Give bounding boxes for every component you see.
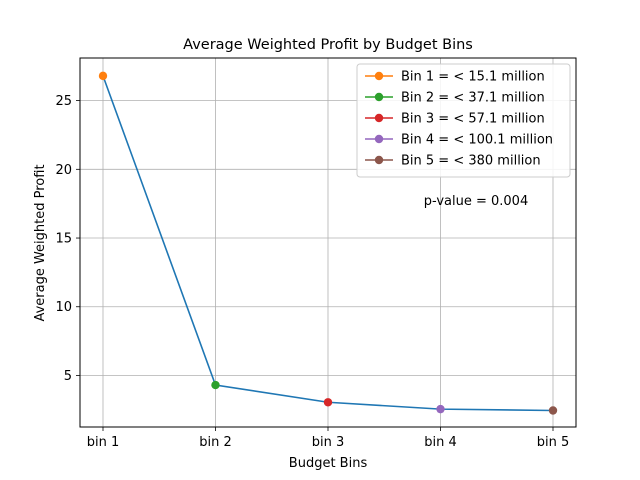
legend-entry: Bin 3 = < 57.1 million (365, 112, 545, 127)
chart-title: Average Weighted Profit by Budget Bins (183, 37, 473, 53)
legend-label: Bin 1 = < 15.1 million (401, 70, 545, 85)
x-tick-label: bin 4 (424, 435, 457, 450)
legend-label: Bin 3 = < 57.1 million (401, 112, 545, 127)
legend-box (356, 63, 571, 178)
x-tick-label: bin 1 (87, 435, 120, 450)
x-axis-ticks: bin 1 bin 2 bin 3 bin 4 bin 5 (87, 427, 570, 450)
x-tick-label: bin 3 (312, 435, 345, 450)
legend-entry: Bin 2 = < 37.1 million (365, 91, 545, 106)
p-value-annotation: p-value = 0.004 (424, 194, 528, 209)
legend-label: Bin 4 = < 100.1 million (401, 133, 553, 148)
data-point (323, 398, 333, 407)
y-tick-label: 20 (55, 163, 72, 178)
x-axis-label: Budget Bins (289, 456, 368, 471)
y-tick-label: 10 (55, 300, 72, 315)
data-point (211, 380, 220, 390)
data-point (436, 404, 445, 414)
legend-label: Bin 5 = < 380 million (401, 154, 541, 169)
y-axis-label: Average Weighted Profit (33, 164, 48, 321)
x-tick-label: bin 2 (199, 435, 232, 450)
legend-marker (374, 71, 384, 81)
legend-label: Bin 2 = < 37.1 million (401, 91, 545, 106)
data-point (548, 406, 558, 415)
legend-entry: Bin 5 = < 380 million (365, 154, 541, 169)
legend-entry: Bin 4 = < 100.1 million (365, 133, 553, 148)
legend-marker (374, 113, 384, 123)
y-tick-label: 15 (55, 232, 72, 247)
legend-entry: Bin 1 = < 15.1 million (365, 70, 545, 85)
x-tick-label: bin 5 (537, 435, 570, 450)
legend: Bin 1 = < 15.1 million Bin 2 = < 37.1 mil… (356, 63, 571, 178)
y-axis-ticks: 5 10 15 20 25 (55, 94, 80, 384)
y-tick-label: 5 (64, 369, 72, 384)
legend-marker (374, 155, 384, 165)
data-points (98, 71, 558, 415)
legend-marker (374, 92, 384, 102)
legend-marker (374, 134, 384, 144)
y-tick-label: 25 (55, 94, 72, 109)
data-point (98, 71, 108, 81)
